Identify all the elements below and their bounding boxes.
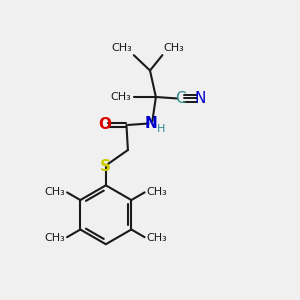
Text: C: C xyxy=(176,91,186,106)
Text: N: N xyxy=(194,91,206,106)
Text: CH₃: CH₃ xyxy=(45,233,66,243)
Text: S: S xyxy=(100,159,111,174)
Text: CH₃: CH₃ xyxy=(164,43,184,53)
Text: N: N xyxy=(145,116,158,131)
Text: CH₃: CH₃ xyxy=(146,233,167,243)
Text: CH₃: CH₃ xyxy=(110,92,131,102)
Text: CH₃: CH₃ xyxy=(45,187,66,196)
Text: H: H xyxy=(158,124,166,134)
Text: CH₃: CH₃ xyxy=(146,187,167,196)
Text: CH₃: CH₃ xyxy=(111,43,132,53)
Text: O: O xyxy=(98,118,111,133)
